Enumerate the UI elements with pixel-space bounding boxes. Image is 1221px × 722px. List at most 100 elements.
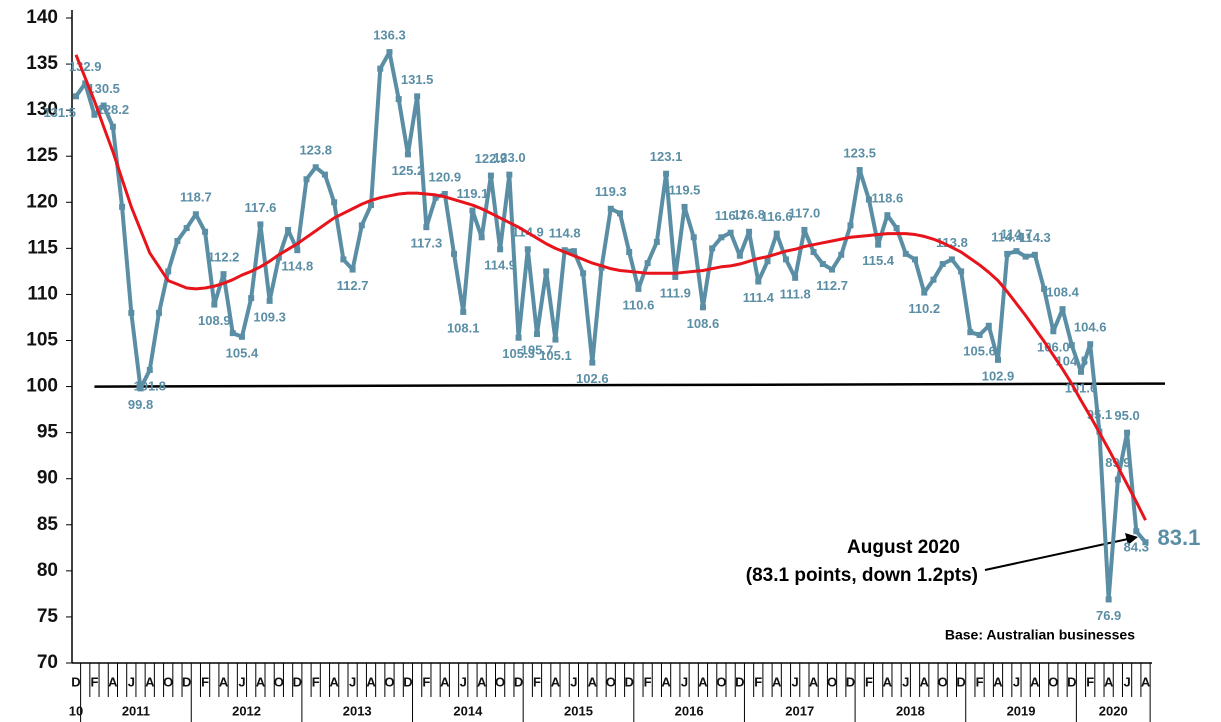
x-tick-label: F (1086, 674, 1094, 689)
year-label: 2019 (1007, 703, 1036, 718)
y-tick-label: 100 (26, 376, 58, 397)
value-label: 118.7 (180, 190, 212, 205)
point (902, 250, 909, 257)
value-label: 128.2 (97, 102, 130, 117)
x-tick-label: A (477, 674, 487, 689)
point (875, 241, 882, 248)
point (423, 224, 430, 231)
value-label: 114.8 (281, 259, 313, 274)
point (644, 260, 651, 267)
y-tick-label: 140 (26, 7, 58, 28)
point (202, 228, 209, 235)
trend-line (74, 54, 1147, 521)
point (109, 123, 116, 130)
point (580, 270, 587, 277)
point (183, 225, 190, 232)
value-label: 119.3 (595, 184, 627, 199)
x-tick-label: O (827, 674, 837, 689)
point (368, 202, 375, 209)
value-label: 108.4 (1046, 285, 1079, 300)
point (782, 256, 789, 263)
point (506, 171, 513, 178)
value-label: 111.9 (660, 285, 691, 300)
value-label: 120.9 (429, 169, 462, 184)
point (1013, 248, 1020, 255)
point (663, 170, 670, 177)
x-tick-label: J (792, 674, 799, 689)
value-label: 123.0 (493, 150, 526, 165)
value-label: 114.3 (1019, 230, 1051, 245)
x-tick-label: A (993, 674, 1003, 689)
y-tick-label: 80 (37, 560, 58, 581)
value-label: 95.0 (1114, 408, 1139, 423)
x-tick-label: D (293, 674, 302, 689)
point (100, 102, 107, 109)
point (921, 289, 928, 296)
x-tick-label: D (625, 674, 634, 689)
point (229, 330, 236, 337)
value-label: 118.6 (871, 191, 903, 206)
point (718, 234, 725, 241)
x-tick-label: A (145, 674, 155, 689)
x-tick-label: F (201, 674, 209, 689)
x-tick-label: A (588, 674, 598, 689)
point (165, 268, 172, 275)
point (220, 271, 227, 278)
point (312, 164, 319, 171)
year-label: 2011 (122, 703, 150, 718)
value-label: 105.6 (963, 343, 996, 358)
value-label: 102.9 (982, 368, 1015, 383)
point (386, 49, 393, 56)
point (1087, 341, 1094, 348)
value-label: 108.1 (447, 320, 480, 335)
year-label: 2018 (896, 703, 925, 718)
point (404, 151, 411, 158)
point (377, 65, 384, 72)
point (939, 261, 946, 268)
x-tick-label: D (956, 674, 965, 689)
x-tick-label: O (716, 674, 726, 689)
x-tick-label: D (735, 674, 744, 689)
y-tick-label: 105 (26, 330, 58, 351)
point (865, 196, 872, 203)
x-tick-label: A (698, 674, 708, 689)
point (829, 266, 836, 273)
value-label: 122.9 (475, 151, 508, 166)
point (607, 205, 614, 212)
point (598, 264, 605, 271)
year-label: 2016 (675, 703, 704, 718)
value-label: 131.5 (401, 72, 434, 87)
x-tick-label: A (256, 674, 266, 689)
point (912, 256, 919, 263)
point (884, 212, 891, 219)
point (801, 226, 808, 233)
point (847, 222, 854, 229)
point (460, 308, 467, 315)
point (82, 80, 89, 87)
value-label: 114.9 (484, 258, 516, 273)
annotation-line: August 2020 (847, 537, 960, 558)
point (709, 245, 716, 252)
value-label: 131.5 (43, 105, 76, 120)
point (266, 297, 273, 304)
annotation-line: (83.1 points, down 1.2pts) (746, 565, 978, 586)
value-label: 119.1 (457, 186, 489, 201)
y-tick-label: 75 (37, 606, 59, 627)
point (856, 167, 863, 174)
point (432, 194, 439, 201)
value-label: 105.1 (539, 348, 572, 363)
point (589, 359, 596, 366)
point (211, 301, 218, 308)
point (893, 225, 900, 232)
x-tick-label: F (644, 674, 652, 689)
point (285, 226, 292, 233)
x-tick-label: J (238, 674, 245, 689)
value-label: 125.2 (392, 163, 425, 178)
point (331, 199, 338, 206)
point (469, 207, 476, 214)
point (515, 334, 522, 341)
value-label: 102.6 (576, 371, 609, 386)
value-label: 116.7 (715, 208, 747, 223)
point (681, 203, 688, 210)
value-label: 132.9 (69, 59, 102, 74)
